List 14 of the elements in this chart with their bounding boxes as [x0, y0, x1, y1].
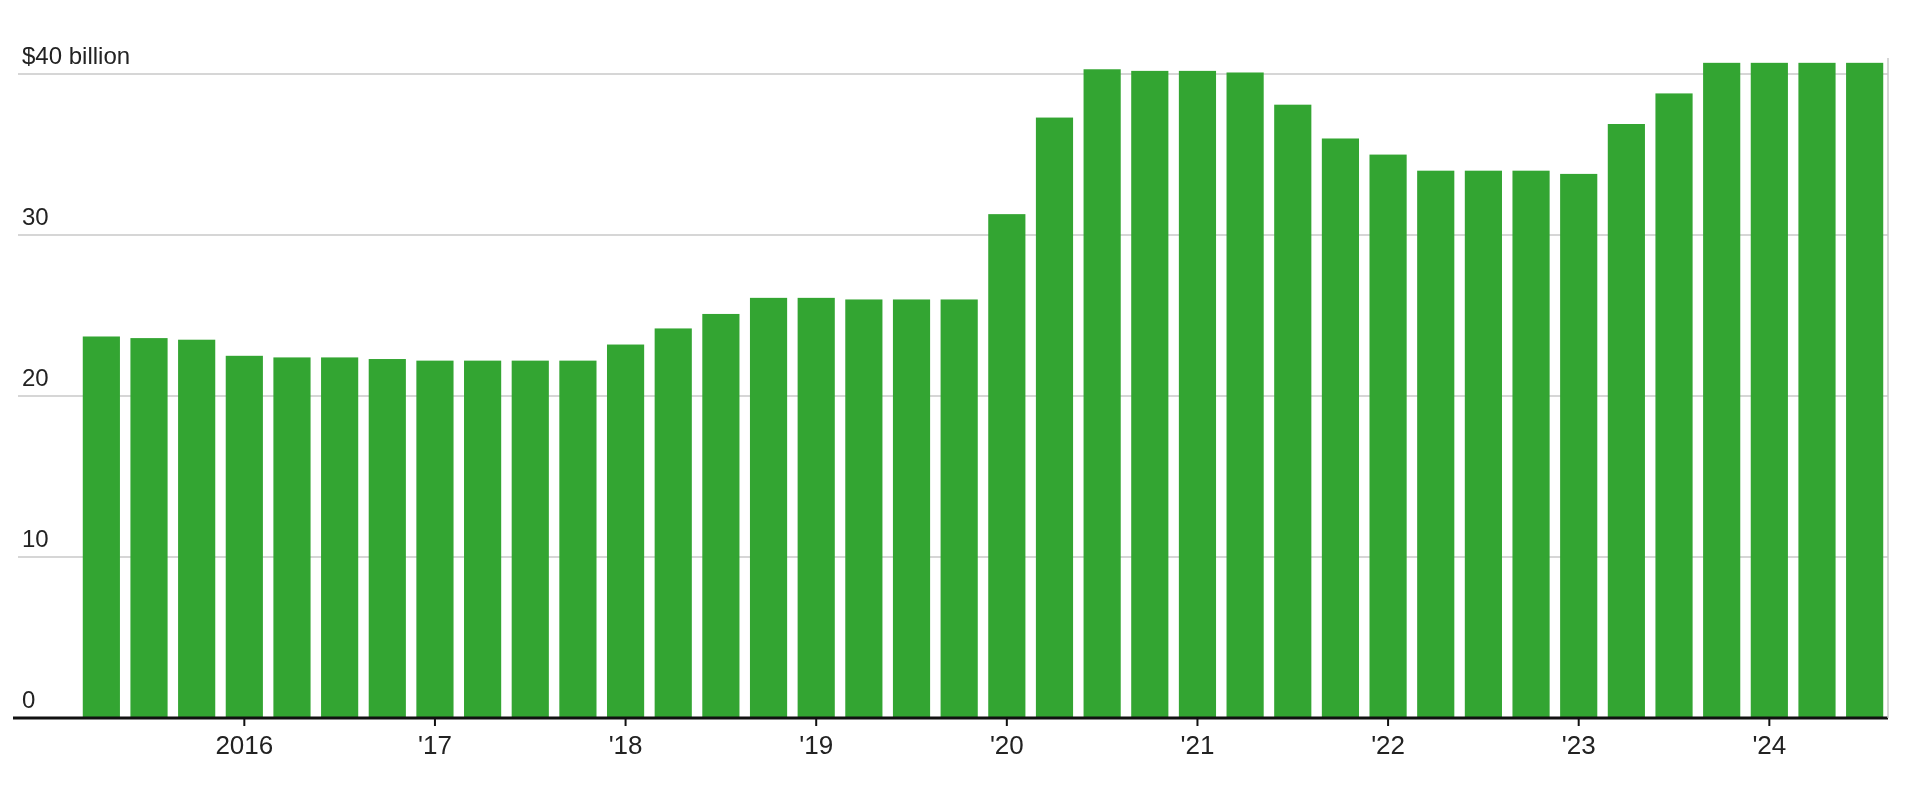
- x-tick-label: '23: [1561, 730, 1596, 760]
- y-tick-label: 20: [22, 364, 49, 392]
- x-tick-label: 2016: [215, 730, 274, 760]
- x-tick-label: '20: [989, 730, 1024, 760]
- x-tick-label: '22: [1371, 730, 1406, 760]
- x-tick-label: '24: [1752, 730, 1787, 760]
- x-tick-label: '21: [1180, 730, 1215, 760]
- x-tick-label: '17: [418, 730, 452, 760]
- x-tick-label: '18: [608, 730, 643, 760]
- y-tick-label: 0: [22, 686, 36, 713]
- y-tick-label: 10: [22, 525, 49, 553]
- y-tick-label: $40 billion: [22, 42, 131, 70]
- x-tick-label: '19: [799, 730, 834, 760]
- y-tick-label: 30: [22, 203, 49, 231]
